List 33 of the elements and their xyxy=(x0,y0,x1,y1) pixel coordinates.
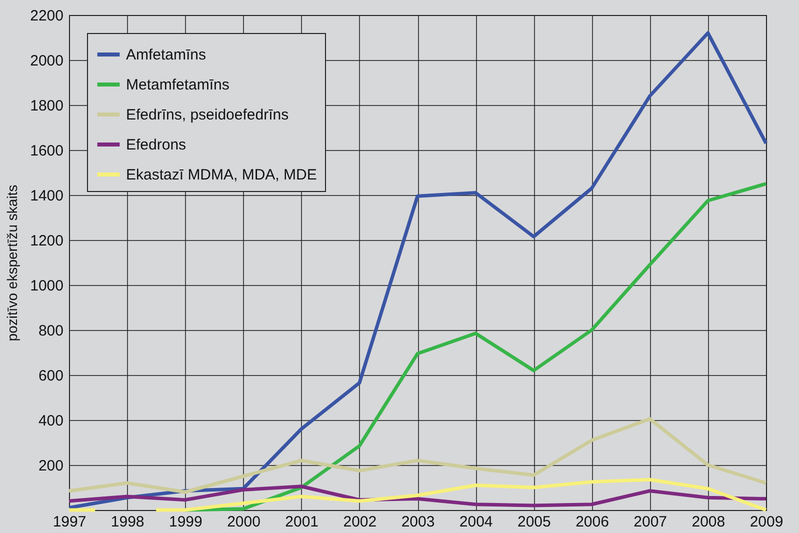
x-tick-label: 2004 xyxy=(459,514,493,530)
x-tick-label: 2009 xyxy=(750,514,784,530)
legend-label: Ekastazī MDMA, MDA, MDE xyxy=(126,166,317,184)
x-tick-label: 2007 xyxy=(634,514,668,530)
x-tick-label: 2005 xyxy=(517,514,551,530)
x-tick-label: 2001 xyxy=(285,514,319,530)
y-tick-label: 1800 xyxy=(30,98,64,114)
x-tick-label: 2003 xyxy=(401,514,435,530)
y-tick-label: 2000 xyxy=(30,52,64,70)
legend-label: Amfetamīns xyxy=(126,46,206,64)
x-tick-label: 1997 xyxy=(52,514,86,530)
y-tick-label: 200 xyxy=(38,458,64,474)
x-tick-label: 2008 xyxy=(692,514,726,530)
y-tick-label: 1400 xyxy=(30,188,64,204)
y-tick-label: 800 xyxy=(38,322,64,340)
y-tick-label: 2200 xyxy=(30,8,64,24)
y-tick-label: 1000 xyxy=(30,278,64,294)
y-tick-label: 1600 xyxy=(30,142,64,160)
x-tick-label: 2002 xyxy=(343,514,377,530)
line-series xyxy=(67,417,768,494)
x-tick-label: 1999 xyxy=(168,514,202,530)
x-tick-label: 2006 xyxy=(576,514,609,530)
x-tick-label: 1998 xyxy=(110,514,144,530)
legend-label: Metamfetamīns xyxy=(126,76,230,94)
y-tick-label: 1200 xyxy=(30,232,64,250)
y-tick-label: 600 xyxy=(38,368,64,384)
line-series xyxy=(67,484,768,508)
legend-label: Efedrīns, pseidoefedrīns xyxy=(126,106,289,124)
y-tick-label: 400 xyxy=(38,412,64,430)
line-series xyxy=(67,31,768,510)
y-axis-title: pozitīvo ekspertīžu skaits xyxy=(4,184,20,342)
legend-label: Efedrons xyxy=(126,136,186,154)
x-tick-label: 2000 xyxy=(227,514,260,530)
